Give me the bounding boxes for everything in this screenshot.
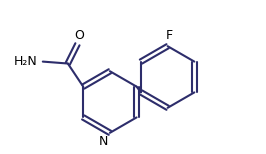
Text: O: O	[74, 29, 84, 42]
Text: H₂N: H₂N	[13, 55, 37, 68]
Text: F: F	[166, 29, 173, 42]
Text: N: N	[99, 135, 108, 148]
